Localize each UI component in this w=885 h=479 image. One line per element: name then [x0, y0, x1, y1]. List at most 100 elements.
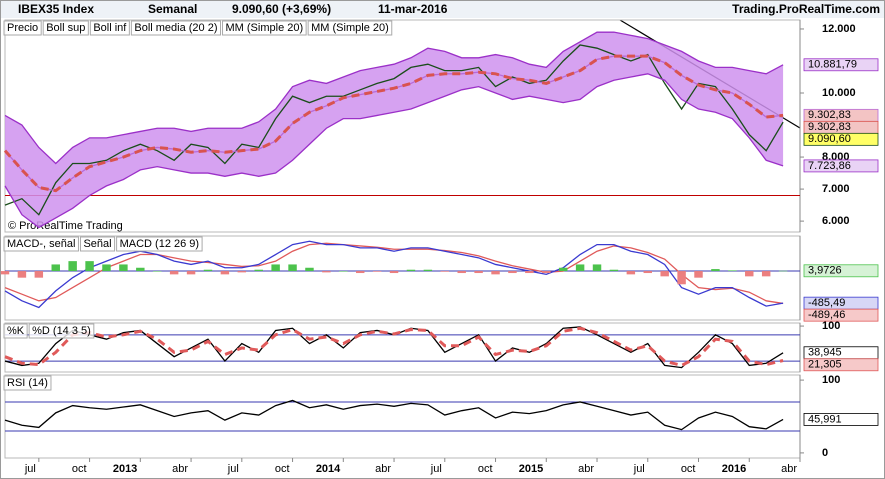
- x-tick-label: jul: [24, 463, 36, 475]
- histogram-bar: [440, 271, 450, 272]
- x-tick-label: 2014: [316, 463, 341, 475]
- legend-box: [130, 20, 222, 36]
- histogram-bar: [643, 271, 652, 274]
- series-line: [4, 399, 784, 431]
- value-label: 9.090,60: [808, 133, 851, 145]
- histogram-bar: [389, 271, 399, 274]
- series-line: [4, 326, 784, 368]
- x-tick-label: abr: [172, 463, 188, 475]
- histogram-bar: [220, 271, 230, 275]
- histogram-bar: [542, 271, 551, 274]
- value-label: 9.302,83: [808, 121, 851, 133]
- value-label-box: [803, 264, 879, 278]
- band-fill: [5, 32, 784, 228]
- histogram-bar: [761, 271, 771, 277]
- histogram-bar: [626, 271, 636, 275]
- histogram-bar: [322, 271, 331, 273]
- histogram-bar: [694, 271, 703, 278]
- value-label: -489,46: [808, 309, 845, 321]
- legend-entry: MACD (12 26 9): [120, 238, 199, 250]
- value-label-box: [803, 58, 879, 72]
- value-label: 10.881,79: [808, 59, 857, 71]
- histogram-bar: [136, 267, 145, 272]
- x-tick-label: oct: [681, 463, 696, 475]
- site: Trading.ProRealTime.com: [732, 2, 880, 16]
- legend-entry: %D (14 3 5): [32, 325, 91, 337]
- value-label: 21,305: [808, 359, 842, 371]
- value-label: -485,49: [808, 297, 845, 309]
- y-tick-label: 100: [822, 320, 840, 332]
- value-label: 3,9726: [808, 265, 842, 277]
- histogram-bar: [51, 264, 60, 272]
- legend-box: [222, 20, 307, 36]
- histogram-bar: [677, 271, 686, 285]
- x-tick-label: 2016: [722, 463, 746, 475]
- histogram-bar: [186, 271, 196, 275]
- histogram-bar: [254, 269, 263, 272]
- legend-box: [28, 323, 95, 339]
- x-tick-label: abr: [375, 463, 391, 475]
- legend-entry: MM (Simple 20): [226, 22, 304, 34]
- histogram-bar: [34, 271, 44, 278]
- value-label-box: [803, 132, 879, 146]
- y-tick-label: 6.000: [822, 215, 850, 227]
- histogram-bar: [474, 271, 483, 274]
- legend-box: [3, 375, 52, 391]
- histogram-bar: [153, 271, 162, 272]
- x-tick-label: 2015: [519, 463, 543, 475]
- watermark: © ProRealTime Trading: [8, 220, 123, 232]
- legend-box: [79, 236, 116, 252]
- series-line: [3, 54, 784, 193]
- value-label: 9.302,83: [808, 109, 851, 121]
- legend-box: [3, 236, 79, 252]
- legend-box: [42, 20, 89, 36]
- x-tick-label: jul: [430, 463, 442, 475]
- x-tick-label: abr: [781, 463, 797, 475]
- legend-box: [3, 20, 42, 36]
- legend-box: [307, 20, 393, 36]
- series-line: [4, 242, 784, 305]
- legend-box: [89, 20, 130, 36]
- histogram-bar: [0, 271, 10, 275]
- x-tick-label: abr: [578, 463, 594, 475]
- date: 11-mar-2016: [378, 2, 448, 16]
- histogram-bar: [491, 271, 500, 275]
- histogram-bar: [288, 264, 297, 272]
- histogram-bar: [508, 271, 517, 274]
- histogram-bar: [237, 271, 247, 273]
- series-line: [4, 44, 784, 216]
- histogram-bar: [372, 271, 382, 272]
- x-tick-label: 2013: [113, 463, 137, 475]
- legend-entry: MACD-, señal: [7, 238, 75, 250]
- histogram-bar: [609, 269, 619, 272]
- legend-entry: Boll inf: [93, 22, 127, 34]
- legend-box: [116, 236, 203, 252]
- histogram-bar: [119, 264, 128, 272]
- value-label-box: [803, 159, 879, 173]
- histogram-bar: [660, 271, 669, 277]
- period: Semanal: [148, 2, 197, 16]
- histogram-bar: [457, 271, 466, 274]
- histogram-bar: [169, 271, 179, 275]
- histogram-bar: [778, 270, 788, 272]
- histogram-bar: [17, 271, 27, 278]
- value-label: 38,945: [808, 347, 842, 359]
- value-label-box: [803, 308, 879, 322]
- legend-entry: MM (Simple 20): [311, 22, 389, 34]
- x-tick-label: jul: [227, 463, 239, 475]
- histogram-bar: [102, 264, 111, 272]
- legend-box: [3, 323, 28, 339]
- header-bar: [1, 1, 884, 18]
- value-label-box: [803, 413, 879, 426]
- histogram-bar: [271, 264, 280, 272]
- histogram-bar: [406, 269, 416, 272]
- y-tick-label: 0: [822, 447, 828, 459]
- y-tick-label: 10.000: [822, 87, 856, 99]
- histogram-bar: [525, 271, 534, 274]
- x-tick-label: oct: [275, 463, 290, 475]
- histogram-bar: [305, 267, 314, 272]
- histogram-bar: [339, 271, 348, 272]
- value-label-box: [803, 358, 879, 372]
- histogram-bar: [575, 264, 585, 272]
